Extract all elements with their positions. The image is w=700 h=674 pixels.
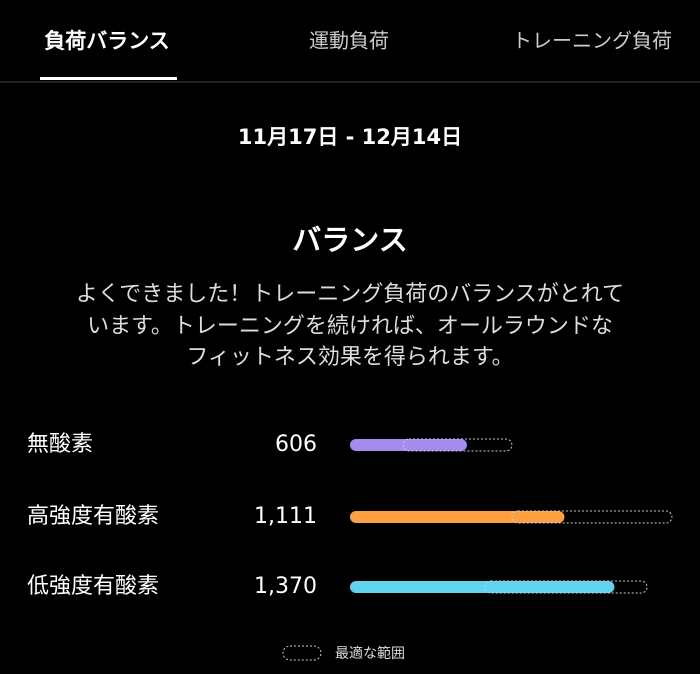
- bar: [350, 439, 467, 451]
- row-label: 高強度有酸素: [27, 504, 159, 529]
- optimal-range: [511, 510, 673, 524]
- bar: [350, 511, 565, 523]
- row-label: 低強度有酸素: [27, 574, 159, 599]
- row-value: 1,370: [254, 574, 317, 599]
- date-range: 11月17日 - 12月14日: [238, 125, 462, 149]
- description-line: よくできました！トレーニング負荷のバランスがとれて: [76, 282, 624, 307]
- tab[interactable]: トレーニング負荷: [512, 29, 672, 53]
- tab-underline: [40, 77, 177, 80]
- description-line: います。トレーニングを続ければ、オールラウンドな: [87, 314, 613, 339]
- optimal-range: [402, 438, 513, 452]
- tab-active[interactable]: 負荷バランス: [44, 29, 170, 53]
- description-line: フィットネス効果を得られます。: [186, 345, 513, 370]
- row-value: 1,111: [254, 504, 317, 529]
- title: バランス: [292, 223, 407, 257]
- row-label: 無酸素: [27, 432, 93, 457]
- legend-label: 最適な範囲: [335, 645, 405, 662]
- tab[interactable]: 運動負荷: [309, 29, 389, 53]
- bar: [350, 581, 615, 593]
- legend-swatch: [282, 645, 322, 661]
- row-value: 606: [275, 432, 317, 457]
